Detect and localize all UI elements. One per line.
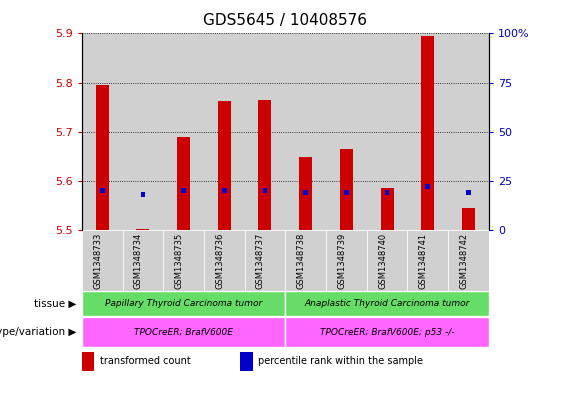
Bar [367, 33, 407, 230]
Bar [448, 230, 489, 291]
Bar [340, 149, 353, 230]
Text: Papillary Thyroid Carcinoma tumor: Papillary Thyroid Carcinoma tumor [105, 299, 262, 308]
Bar [204, 230, 245, 291]
Text: transformed count: transformed count [100, 356, 191, 366]
Text: GSM1348737: GSM1348737 [256, 233, 265, 289]
Bar [82, 352, 94, 371]
Bar [123, 33, 163, 230]
Text: GSM1348742: GSM1348742 [459, 233, 468, 289]
Bar [285, 291, 489, 316]
Bar [82, 33, 123, 230]
Text: TPOCreER; BrafV600E; p53 -/-: TPOCreER; BrafV600E; p53 -/- [320, 328, 454, 336]
Bar [385, 190, 389, 195]
Bar [222, 188, 227, 193]
Text: GSM1348736: GSM1348736 [215, 233, 224, 289]
Bar [258, 100, 272, 230]
Bar [245, 33, 285, 230]
Text: TPOCreER; BrafV600E: TPOCreER; BrafV600E [134, 328, 233, 336]
Bar [299, 157, 312, 230]
Bar [82, 230, 123, 291]
Bar [380, 188, 394, 230]
Bar [100, 188, 105, 193]
Bar [407, 230, 448, 291]
Text: tissue ▶: tissue ▶ [34, 299, 76, 309]
Text: GSM1348739: GSM1348739 [337, 233, 346, 289]
Text: GDS5645 / 10408576: GDS5645 / 10408576 [203, 13, 367, 28]
Bar [462, 208, 475, 230]
Bar [163, 230, 204, 291]
Bar [240, 352, 253, 371]
Bar [204, 33, 245, 230]
Bar [136, 229, 150, 230]
Text: percentile rank within the sample: percentile rank within the sample [258, 356, 423, 366]
Bar [344, 190, 349, 195]
Bar [421, 36, 434, 230]
Text: genotype/variation ▶: genotype/variation ▶ [0, 327, 76, 337]
Bar [163, 33, 204, 230]
Bar [448, 33, 489, 230]
Bar [285, 33, 326, 230]
Bar [285, 230, 326, 291]
Bar [82, 291, 285, 316]
Bar [425, 184, 430, 189]
Bar [177, 136, 190, 230]
Bar [326, 33, 367, 230]
Bar [245, 230, 285, 291]
Bar [95, 85, 109, 230]
Bar [407, 33, 448, 230]
Bar [303, 190, 308, 195]
Text: Anaplastic Thyroid Carcinoma tumor: Anaplastic Thyroid Carcinoma tumor [305, 299, 470, 308]
Bar [285, 317, 489, 347]
Text: GSM1348733: GSM1348733 [93, 233, 102, 289]
Text: GSM1348741: GSM1348741 [419, 233, 428, 289]
Text: GSM1348738: GSM1348738 [297, 233, 306, 289]
Bar [263, 188, 267, 193]
Text: GSM1348734: GSM1348734 [134, 233, 143, 289]
Bar [326, 230, 367, 291]
Bar [141, 192, 145, 197]
Text: GSM1348735: GSM1348735 [175, 233, 184, 289]
Bar [82, 317, 285, 347]
Bar [123, 230, 163, 291]
Text: GSM1348740: GSM1348740 [378, 233, 387, 289]
Bar [218, 101, 231, 230]
Bar [466, 190, 471, 195]
Bar [181, 188, 186, 193]
Bar [367, 230, 407, 291]
